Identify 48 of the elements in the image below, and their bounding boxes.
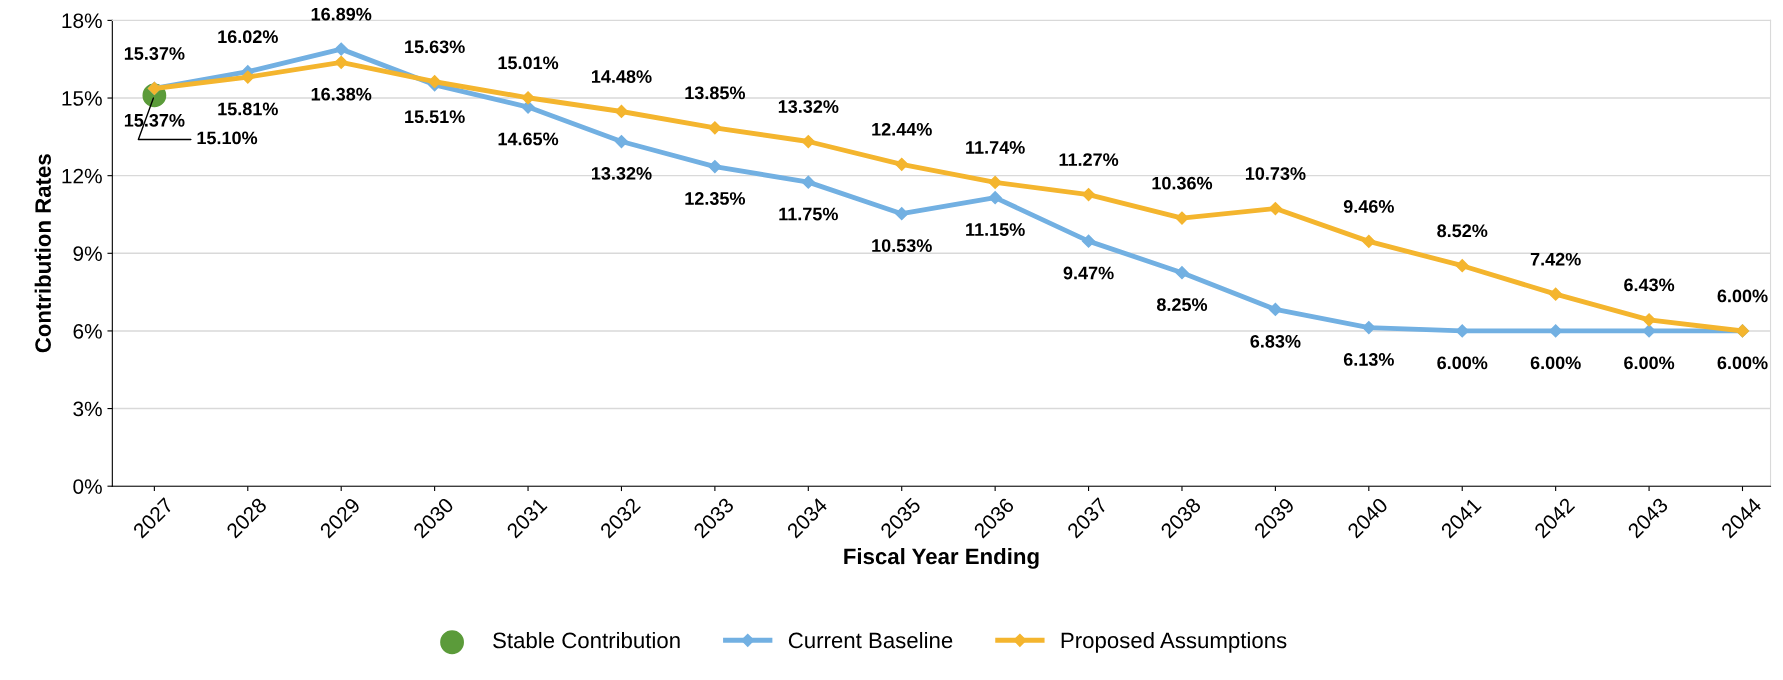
data-label: 6.43% — [1624, 278, 1675, 292]
data-label: 15.10% — [197, 131, 258, 145]
data-label: 15.63% — [405, 40, 465, 54]
data-label: 12.35% — [685, 192, 746, 205]
data-label: 8.52% — [1437, 224, 1488, 238]
data-label: 13.85% — [685, 86, 746, 100]
y-tick-label: 15% — [62, 91, 102, 106]
data-label: 12.44% — [872, 122, 932, 136]
data-label: 6.00% — [1437, 356, 1488, 370]
data-label: 6.13% — [1343, 353, 1394, 366]
data-label: 16.02% — [218, 30, 278, 44]
legend-label: Current Baseline — [788, 631, 953, 649]
data-label: 16.38% — [311, 87, 372, 101]
data-label: 14.48% — [591, 70, 652, 83]
data-label: 10.73% — [1245, 167, 1306, 180]
data-label: 9.47% — [1063, 266, 1114, 280]
data-label: 10.36% — [1152, 176, 1213, 190]
data-label: 16.89% — [311, 7, 372, 21]
x-axis-title: Fiscal Year Ending — [844, 547, 1039, 569]
y-tick-label: 3% — [73, 401, 102, 417]
data-label: 6.00% — [1530, 356, 1581, 370]
y-tick-label: 9% — [73, 246, 102, 262]
data-label: 6.00% — [1717, 289, 1768, 303]
data-label: 8.25% — [1156, 298, 1208, 311]
data-label: 14.65% — [498, 132, 559, 146]
y-tick-label: 6% — [73, 323, 102, 339]
legend-label: Stable Contribution — [493, 631, 680, 649]
legend-label: Proposed Assumptions — [1061, 631, 1287, 653]
y-tick-label: 12% — [62, 168, 102, 184]
data-label: 15.81% — [218, 102, 278, 116]
data-label: 11.74% — [966, 141, 1025, 154]
data-label: 11.75% — [779, 207, 838, 221]
data-label: 13.32% — [591, 166, 652, 180]
data-label: 11.27% — [1059, 153, 1119, 166]
data-label: 11.15% — [966, 223, 1025, 236]
y-tick-label: 18% — [62, 13, 102, 29]
data-label: 15.51% — [405, 110, 465, 124]
y-axis-title: Contribution Rates — [34, 154, 51, 353]
data-label: 10.53% — [872, 239, 932, 252]
data-label: 7.42% — [1530, 252, 1581, 266]
y-tick-label: 0% — [73, 479, 102, 494]
data-label: 15.01% — [498, 56, 559, 70]
data-label: 15.37% — [124, 47, 185, 60]
data-label: 9.46% — [1343, 200, 1394, 213]
data-label: 6.83% — [1250, 334, 1301, 348]
data-label: 13.32% — [778, 100, 839, 113]
data-label: 6.00% — [1717, 356, 1768, 370]
data-label: 6.00% — [1624, 356, 1675, 370]
